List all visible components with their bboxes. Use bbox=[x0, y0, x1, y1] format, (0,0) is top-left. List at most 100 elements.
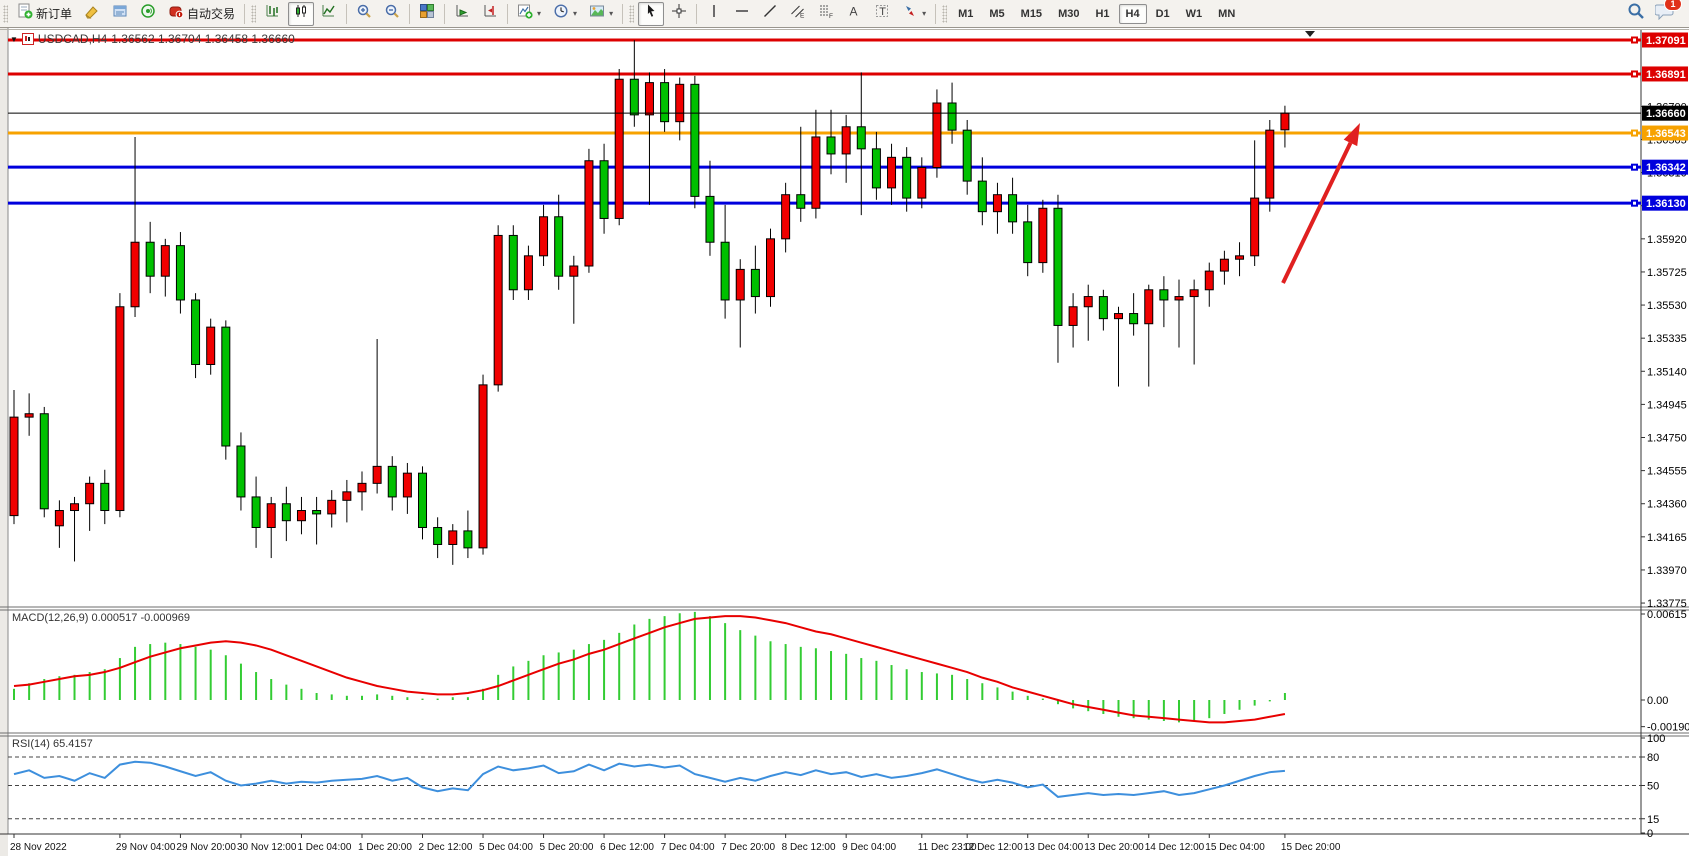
candle bbox=[145, 241, 155, 277]
toolbar-grip[interactable] bbox=[629, 4, 635, 23]
timeframe-H4[interactable]: H4 bbox=[1118, 3, 1147, 24]
candle bbox=[1235, 255, 1245, 260]
axis-tick-label: 1.34360 bbox=[1647, 499, 1687, 511]
axis-tick-label: 1.35920 bbox=[1647, 234, 1687, 246]
candle bbox=[1265, 129, 1275, 199]
candle bbox=[1219, 258, 1229, 272]
crosshair-button[interactable] bbox=[666, 2, 692, 26]
zoom-in-button[interactable] bbox=[351, 2, 377, 26]
axis-tick-label: 1.34945 bbox=[1647, 399, 1687, 411]
timeframe-M5[interactable]: M5 bbox=[989, 7, 1005, 20]
timeframe-W1[interactable]: W1 bbox=[1185, 7, 1203, 20]
candle bbox=[493, 234, 503, 386]
line-chart-button[interactable] bbox=[316, 2, 342, 26]
timeframe-M1[interactable]: M1 bbox=[958, 7, 974, 20]
chart-shift-button[interactable] bbox=[477, 2, 503, 26]
horizontal-line-icon bbox=[734, 3, 750, 24]
candle bbox=[508, 234, 518, 291]
market-watch-button[interactable] bbox=[107, 2, 133, 26]
axis-tick-label: 100 bbox=[1647, 733, 1665, 745]
autotrading-button[interactable]: 自动交易 bbox=[163, 2, 240, 26]
candle bbox=[115, 306, 125, 512]
trend-arrow-annotation[interactable] bbox=[1281, 141, 1353, 284]
window-menu-icon[interactable]: ▼ bbox=[10, 34, 18, 44]
toolbar-separator bbox=[622, 3, 624, 24]
vertical-line-icon bbox=[706, 3, 722, 24]
candle bbox=[448, 530, 458, 545]
arrows-button[interactable]: ▾ bbox=[897, 2, 931, 26]
candle bbox=[85, 482, 95, 505]
axis-tick-label: 0 bbox=[1647, 828, 1653, 840]
add-indicator-button[interactable]: ▾ bbox=[512, 2, 546, 26]
timeframe-MN[interactable]: MN bbox=[1218, 7, 1236, 20]
candle bbox=[871, 148, 881, 189]
time-label: 1 Dec 20:00 bbox=[358, 842, 412, 853]
metaeditor-button[interactable] bbox=[79, 2, 105, 26]
time-label: 6 Dec 12:00 bbox=[600, 842, 654, 853]
axis-tick-label: 1.35725 bbox=[1647, 267, 1687, 279]
timeframe-H1[interactable]: H1 bbox=[1095, 7, 1110, 20]
candle bbox=[992, 194, 1002, 213]
tile-windows-button[interactable] bbox=[414, 2, 440, 26]
candle bbox=[1129, 313, 1139, 325]
bar-chart-button[interactable] bbox=[260, 2, 286, 26]
candle bbox=[1174, 296, 1184, 301]
chart-ohlc-values: 1.36562 1.36704 1.36458 1.36660 bbox=[111, 32, 295, 46]
channel-icon: E bbox=[790, 3, 806, 24]
cursor-button[interactable] bbox=[638, 1, 665, 26]
candle bbox=[675, 83, 685, 123]
periods-button[interactable]: ▾ bbox=[548, 2, 582, 26]
text-label-button[interactable]: T bbox=[869, 2, 895, 26]
candle bbox=[39, 413, 49, 510]
new-order-label: 新订单 bbox=[36, 7, 73, 21]
zoom-out-button[interactable] bbox=[379, 2, 405, 26]
timeframe-M15[interactable]: M15 bbox=[1020, 7, 1043, 20]
candle bbox=[236, 445, 246, 498]
dropdown-caret-icon: ▾ bbox=[609, 9, 614, 18]
signals-button[interactable] bbox=[135, 2, 161, 26]
candle bbox=[1159, 289, 1169, 301]
candlestick-chart-icon bbox=[293, 3, 309, 24]
text-label-icon: T bbox=[874, 3, 890, 24]
zoom-out-icon bbox=[384, 3, 400, 24]
candle bbox=[599, 160, 609, 219]
timeframe-M30[interactable]: M30 bbox=[1058, 7, 1080, 20]
candle bbox=[206, 326, 216, 365]
rsi-label-row: RSI(14) 65.4157 bbox=[12, 738, 93, 750]
notification-badge: 1 bbox=[1664, 0, 1682, 11]
resistance-line-1-label-box bbox=[1642, 32, 1688, 48]
candle bbox=[281, 503, 291, 522]
templates-button[interactable]: ▾ bbox=[584, 2, 618, 26]
candle bbox=[584, 160, 594, 267]
time-label: 15 Dec 04:00 bbox=[1205, 842, 1265, 853]
trendline-button[interactable] bbox=[757, 2, 783, 26]
axis-tick-label: 0.00615 bbox=[1647, 609, 1687, 621]
autoscroll-icon bbox=[454, 3, 470, 24]
search-icon[interactable] bbox=[1627, 2, 1645, 25]
fibonacci-button[interactable]: F bbox=[813, 2, 839, 26]
horizontal-line-button[interactable] bbox=[729, 2, 755, 26]
chart-title: USDCAD,H4 bbox=[37, 32, 108, 46]
chart-shift-marker[interactable] bbox=[1305, 31, 1315, 37]
autoscroll-button[interactable] bbox=[449, 2, 475, 26]
candle bbox=[811, 136, 821, 209]
candle bbox=[1098, 296, 1108, 320]
axis-tick-label: 1.33970 bbox=[1647, 565, 1687, 577]
vertical-line-button[interactable] bbox=[701, 2, 727, 26]
text-button[interactable]: A bbox=[841, 2, 867, 26]
toolbar-grip[interactable] bbox=[251, 4, 257, 23]
zoom-in-icon bbox=[356, 3, 372, 24]
channel-button[interactable]: E bbox=[785, 2, 811, 26]
candle bbox=[463, 530, 473, 549]
toolbar-grip[interactable] bbox=[942, 4, 948, 23]
candle bbox=[1023, 221, 1033, 264]
new-order-button[interactable]: 新订单 bbox=[12, 2, 77, 26]
toolbar-grip[interactable] bbox=[3, 4, 8, 23]
autotrading-label: 自动交易 bbox=[187, 7, 236, 21]
timeframe-D1[interactable]: D1 bbox=[1155, 7, 1170, 20]
window-left-border bbox=[0, 27, 8, 856]
candle bbox=[644, 82, 654, 116]
candlestick-chart-button[interactable] bbox=[288, 1, 315, 26]
notifications-button[interactable]: 1 bbox=[1654, 0, 1682, 25]
